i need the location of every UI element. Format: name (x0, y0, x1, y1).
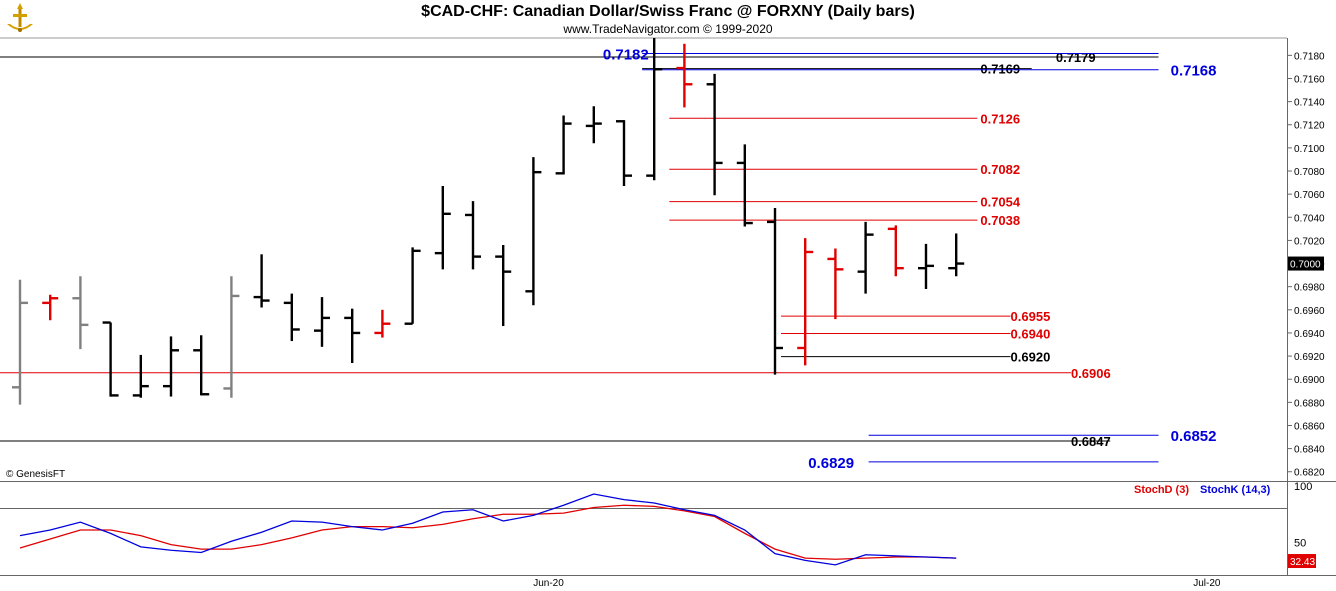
time-axis-label: Jul-20 (1193, 578, 1221, 589)
stoch-line (19, 493, 957, 566)
price-bar (706, 73, 723, 196)
level-label: 0.6852 (1171, 428, 1217, 445)
price-bar (12, 279, 28, 405)
price-bar (525, 157, 542, 306)
price-tick-label: 0.7120 (1294, 121, 1325, 132)
price-tick-label: 0.7180 (1294, 51, 1325, 62)
time-axis-label: Jun-20 (533, 578, 564, 589)
price-bar (767, 208, 783, 375)
price-tick-label: 0.6900 (1294, 375, 1325, 386)
price-bar (223, 276, 240, 398)
price-bar (253, 254, 270, 308)
price-bar (465, 201, 481, 270)
price-bar (887, 225, 904, 277)
price-bar (948, 233, 965, 277)
level-label: 0.7082 (980, 162, 1020, 177)
level-label: 0.6906 (1071, 366, 1111, 381)
level-label: 0.7038 (980, 213, 1020, 228)
price-bar (616, 120, 632, 187)
level-label: 0.7168 (1171, 63, 1217, 80)
price-bar (374, 309, 391, 338)
price-bar (827, 248, 844, 320)
stoch-legend-d: StochD (3) (1134, 484, 1189, 496)
price-bar (434, 186, 451, 270)
level-label: 0.7169 (980, 62, 1020, 77)
price-tick-label: 0.6920 (1294, 352, 1325, 363)
price-tick-label: 0.6960 (1294, 306, 1325, 317)
price-bar (344, 308, 361, 364)
copyright-label: © GenesisFT (6, 469, 65, 480)
price-bar (797, 238, 814, 366)
level-label: 0.7054 (980, 195, 1021, 210)
price-tick-label: 0.6820 (1294, 468, 1325, 479)
price-bar (314, 297, 330, 347)
stoch-line (19, 504, 957, 560)
chart-title: $CAD-CHF: Canadian Dollar/Swiss Franc @ … (421, 3, 915, 20)
price-tick-label: 0.7020 (1294, 236, 1325, 247)
stoch-tick-label: 50 (1294, 537, 1306, 549)
price-tick-label: 0.7140 (1294, 98, 1325, 109)
price-tick-label: 0.7060 (1294, 190, 1325, 201)
level-label: 0.6920 (1011, 350, 1051, 365)
price-tick-label: 0.7040 (1294, 213, 1325, 224)
trade-navigator-logo-icon (7, 3, 33, 32)
price-bar (736, 144, 753, 227)
level-label: 0.6955 (1011, 309, 1051, 324)
price-bar (918, 243, 934, 289)
stoch-legend-k: StochK (14,3) (1200, 484, 1271, 496)
last-price-badge (1288, 256, 1324, 271)
last-price-label: 0.7000 (1290, 260, 1321, 271)
price-tick-label: 0.6840 (1294, 445, 1325, 456)
price-bar (132, 354, 149, 398)
stoch-last-label: 32.43 (1290, 557, 1315, 568)
time-axis: Jun-20 Jul-20 (533, 578, 1221, 589)
price-tick-label: 0.6980 (1294, 283, 1325, 294)
price-bars (12, 38, 965, 405)
price-bar (102, 321, 119, 397)
stochastic-panel: 100 50 StochD (3) StochK (14,3) 32.43 (19, 481, 1316, 569)
price-bar (163, 336, 179, 397)
level-label: 0.6829 (808, 455, 854, 472)
price-axis: 0.7180 0.7160 0.7140 0.7120 0.7100 0.7080 0.70… (1287, 51, 1325, 479)
level-label: 0.6847 (1071, 434, 1111, 449)
price-bar (857, 221, 874, 294)
price-bar (193, 335, 210, 396)
price-tick-label: 0.7160 (1294, 74, 1325, 85)
level-label: 0.7179 (1056, 50, 1096, 65)
price-tick-label: 0.6860 (1294, 421, 1325, 432)
price-bar (404, 247, 421, 325)
price-tick-label: 0.6880 (1294, 398, 1325, 409)
price-bar (283, 293, 300, 342)
price-bar (42, 294, 59, 321)
price-bar (646, 38, 663, 181)
level-label: 0.7182 (603, 47, 649, 64)
price-tick-label: 0.6940 (1294, 329, 1325, 340)
level-label: 0.6940 (1011, 326, 1051, 341)
price-bar (555, 115, 572, 175)
price-bar (72, 276, 89, 350)
stoch-last-badge (1288, 554, 1316, 569)
stoch-tick-label: 100 (1294, 481, 1312, 493)
chart-subtitle: www.TradeNavigator.com © 1999-2020 (563, 22, 773, 36)
price-bar (676, 43, 693, 108)
level-lines: 0.7179 0.7182 0.7169 0.7168 0.7126 0.7082 0.70… (0, 47, 1217, 472)
price-tick-label: 0.7080 (1294, 167, 1325, 178)
price-tick-label: 0.7100 (1294, 144, 1325, 155)
level-label: 0.7126 (980, 111, 1020, 126)
price-bar (495, 245, 512, 327)
price-bar (585, 106, 602, 144)
